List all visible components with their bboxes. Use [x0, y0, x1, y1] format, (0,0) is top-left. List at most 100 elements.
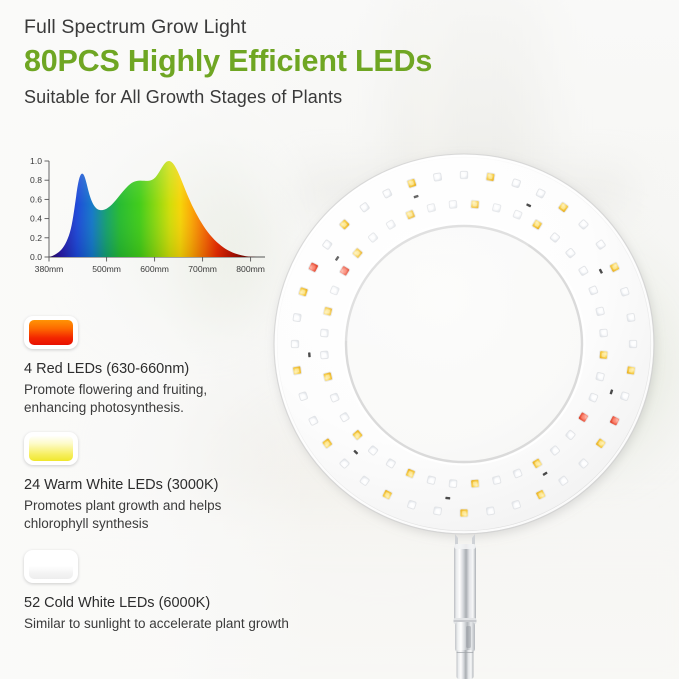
- legend-desc-line-2: chlorophyll synthesis: [24, 516, 149, 531]
- legend-title: 4 Red LEDs (630-660nm): [24, 361, 190, 377]
- led-die: [581, 461, 586, 466]
- cold-white-led-swatch: [24, 550, 78, 583]
- ring-inner-highlight: [342, 222, 586, 466]
- led-die: [561, 478, 566, 483]
- led-die: [598, 309, 603, 314]
- led-die: [429, 205, 434, 210]
- led-die: [598, 374, 603, 379]
- led-die: [322, 353, 327, 357]
- svg-text:700mm: 700mm: [188, 264, 217, 274]
- led-die: [534, 461, 540, 466]
- led-die: [612, 265, 617, 270]
- led-die: [591, 288, 596, 293]
- spectrum-chart: 0.0 0.2 0.4 0.6 0.8 1.0: [18, 152, 270, 280]
- led-die: [581, 268, 586, 273]
- pole-mid-segment: [455, 622, 475, 652]
- led-die: [301, 394, 306, 399]
- legend-description: Similar to sunlight to accelerate plant …: [24, 615, 334, 633]
- led-die: [408, 212, 413, 217]
- led-die: [435, 175, 440, 179]
- heading-block: Full Spectrum Grow Light 80PCS Highly Ef…: [24, 14, 584, 110]
- board-solder-mark: [526, 203, 532, 208]
- led-die: [332, 395, 337, 400]
- led-die: [601, 353, 606, 357]
- led-die: [355, 432, 360, 438]
- led-die: [325, 374, 330, 379]
- svg-text:0.0: 0.0: [30, 252, 42, 262]
- ring-inner-hole: [346, 226, 582, 462]
- led-die: [622, 394, 627, 399]
- led-die: [629, 315, 633, 320]
- ring-outer-edge: [273, 153, 655, 535]
- led-die: [311, 418, 316, 423]
- led-die: [494, 478, 499, 483]
- svg-text:380mm: 380mm: [35, 264, 64, 274]
- led-die: [514, 502, 519, 507]
- chart-y-ticks: 0.0 0.2 0.4 0.6 0.8 1.0: [30, 156, 49, 262]
- led-die: [591, 395, 596, 400]
- led-die: [342, 268, 347, 274]
- led-die: [568, 251, 573, 256]
- led-die: [568, 432, 573, 437]
- legend-description: Promotes plant growth and helps chloroph…: [24, 497, 274, 533]
- pole-upper-segment: [454, 544, 476, 622]
- led-die: [581, 222, 586, 227]
- led-die: [355, 250, 360, 256]
- led-die: [473, 481, 477, 486]
- led-die: [631, 342, 635, 346]
- led-die: [598, 441, 604, 446]
- led-die: [581, 414, 586, 420]
- telescoping-chrome-pole: [443, 534, 487, 679]
- eyebrow-text: Full Spectrum Grow Light: [24, 16, 247, 38]
- subtitle-text: Suitable for All Growth Stages of Plants: [24, 87, 343, 107]
- svg-text:0.8: 0.8: [30, 175, 42, 185]
- led-die: [514, 181, 519, 186]
- svg-text:0.2: 0.2: [30, 233, 42, 243]
- led-die: [552, 235, 557, 240]
- ring-inner-edge: [344, 224, 584, 464]
- legend-desc-line-2: enhancing photosynthesis.: [24, 400, 184, 415]
- svg-text:0.4: 0.4: [30, 214, 42, 224]
- board-solder-mark: [609, 389, 614, 395]
- led-die: [342, 222, 347, 227]
- led-die: [385, 191, 390, 196]
- board-solder-mark: [445, 496, 451, 500]
- led-die: [325, 242, 330, 247]
- led-die: [322, 331, 327, 335]
- red-led-swatch: [24, 316, 78, 349]
- legend-title: 24 Warm White LEDs (3000K): [24, 477, 219, 493]
- led-die: [598, 242, 603, 247]
- board-solder-mark: [353, 449, 359, 455]
- led-die: [515, 212, 520, 217]
- chart-spectrum-shading: [49, 161, 265, 257]
- led-die: [388, 222, 393, 227]
- led-die: [628, 368, 633, 373]
- ring-grow-light: [271, 151, 657, 537]
- led-die: [601, 331, 606, 335]
- led-die: [293, 342, 297, 346]
- ring-gloss: [310, 177, 532, 345]
- led-die: [371, 235, 376, 240]
- led-die: [435, 509, 440, 513]
- led-die: [538, 492, 543, 497]
- led-die: [311, 265, 316, 270]
- svg-text:0.6: 0.6: [30, 194, 42, 204]
- warm-white-led-swatch: [24, 432, 78, 465]
- svg-text:600mm: 600mm: [140, 264, 169, 274]
- led-die: [332, 288, 337, 293]
- legend-item-red-leds: 4 Red LEDs (630-660nm) Promote flowering…: [24, 316, 274, 417]
- led-die: [301, 289, 306, 294]
- led-die: [408, 471, 413, 476]
- led-die: [473, 202, 477, 207]
- legend-title: 52 Cold White LEDs (6000K): [24, 595, 211, 611]
- pole-lower-segment: [456, 650, 474, 679]
- led-die: [388, 461, 393, 466]
- led-die: [295, 368, 300, 373]
- svg-text:1.0: 1.0: [30, 156, 42, 166]
- led-die: [342, 415, 347, 420]
- led-die: [488, 175, 493, 180]
- led-die: [385, 492, 390, 497]
- pole-slot: [466, 626, 471, 648]
- led-die: [462, 511, 466, 515]
- led-die: [612, 418, 617, 423]
